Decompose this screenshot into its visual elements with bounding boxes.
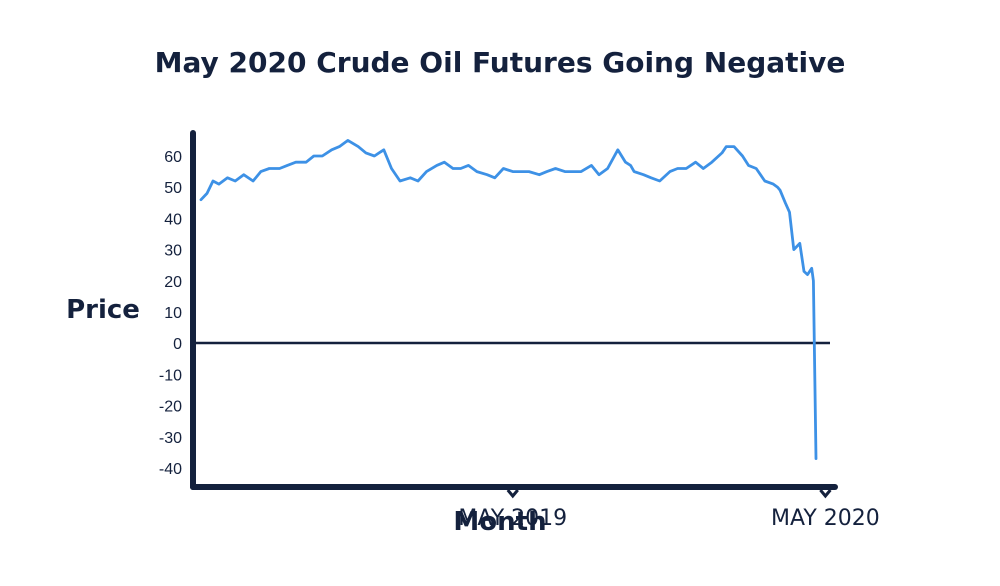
y-tick-label: -20 [159, 399, 182, 416]
y-tick-labels: 60 50 40 30 20 10 0 -10 -20 -30 -40 [159, 149, 182, 478]
x-tick-label: MAY 2019 [458, 506, 567, 531]
x-tick-labels: MAY 2019 MAY 2020 [458, 489, 880, 531]
y-tick-label: -10 [159, 367, 182, 384]
y-tick-label: -40 [159, 461, 182, 478]
y-tick-label: 20 [164, 274, 182, 291]
x-axis-label: Month [453, 507, 546, 537]
y-tick-label: 30 [164, 243, 182, 260]
chart-title: May 2020 Crude Oil Futures Going Negativ… [155, 46, 846, 79]
y-tick-label: 60 [164, 149, 182, 166]
y-axis-label: Price [66, 295, 140, 325]
x-tick-label: MAY 2020 [771, 506, 880, 531]
y-tick-label: 40 [164, 211, 182, 228]
y-tick-label: 50 [164, 180, 182, 197]
x-tick-mark [819, 489, 832, 499]
y-tick-label: 0 [173, 336, 182, 353]
y-tick-label: -30 [159, 430, 182, 447]
price-series-line [199, 139, 818, 460]
y-tick-label: 10 [164, 305, 182, 322]
x-tick-mark [506, 489, 519, 499]
